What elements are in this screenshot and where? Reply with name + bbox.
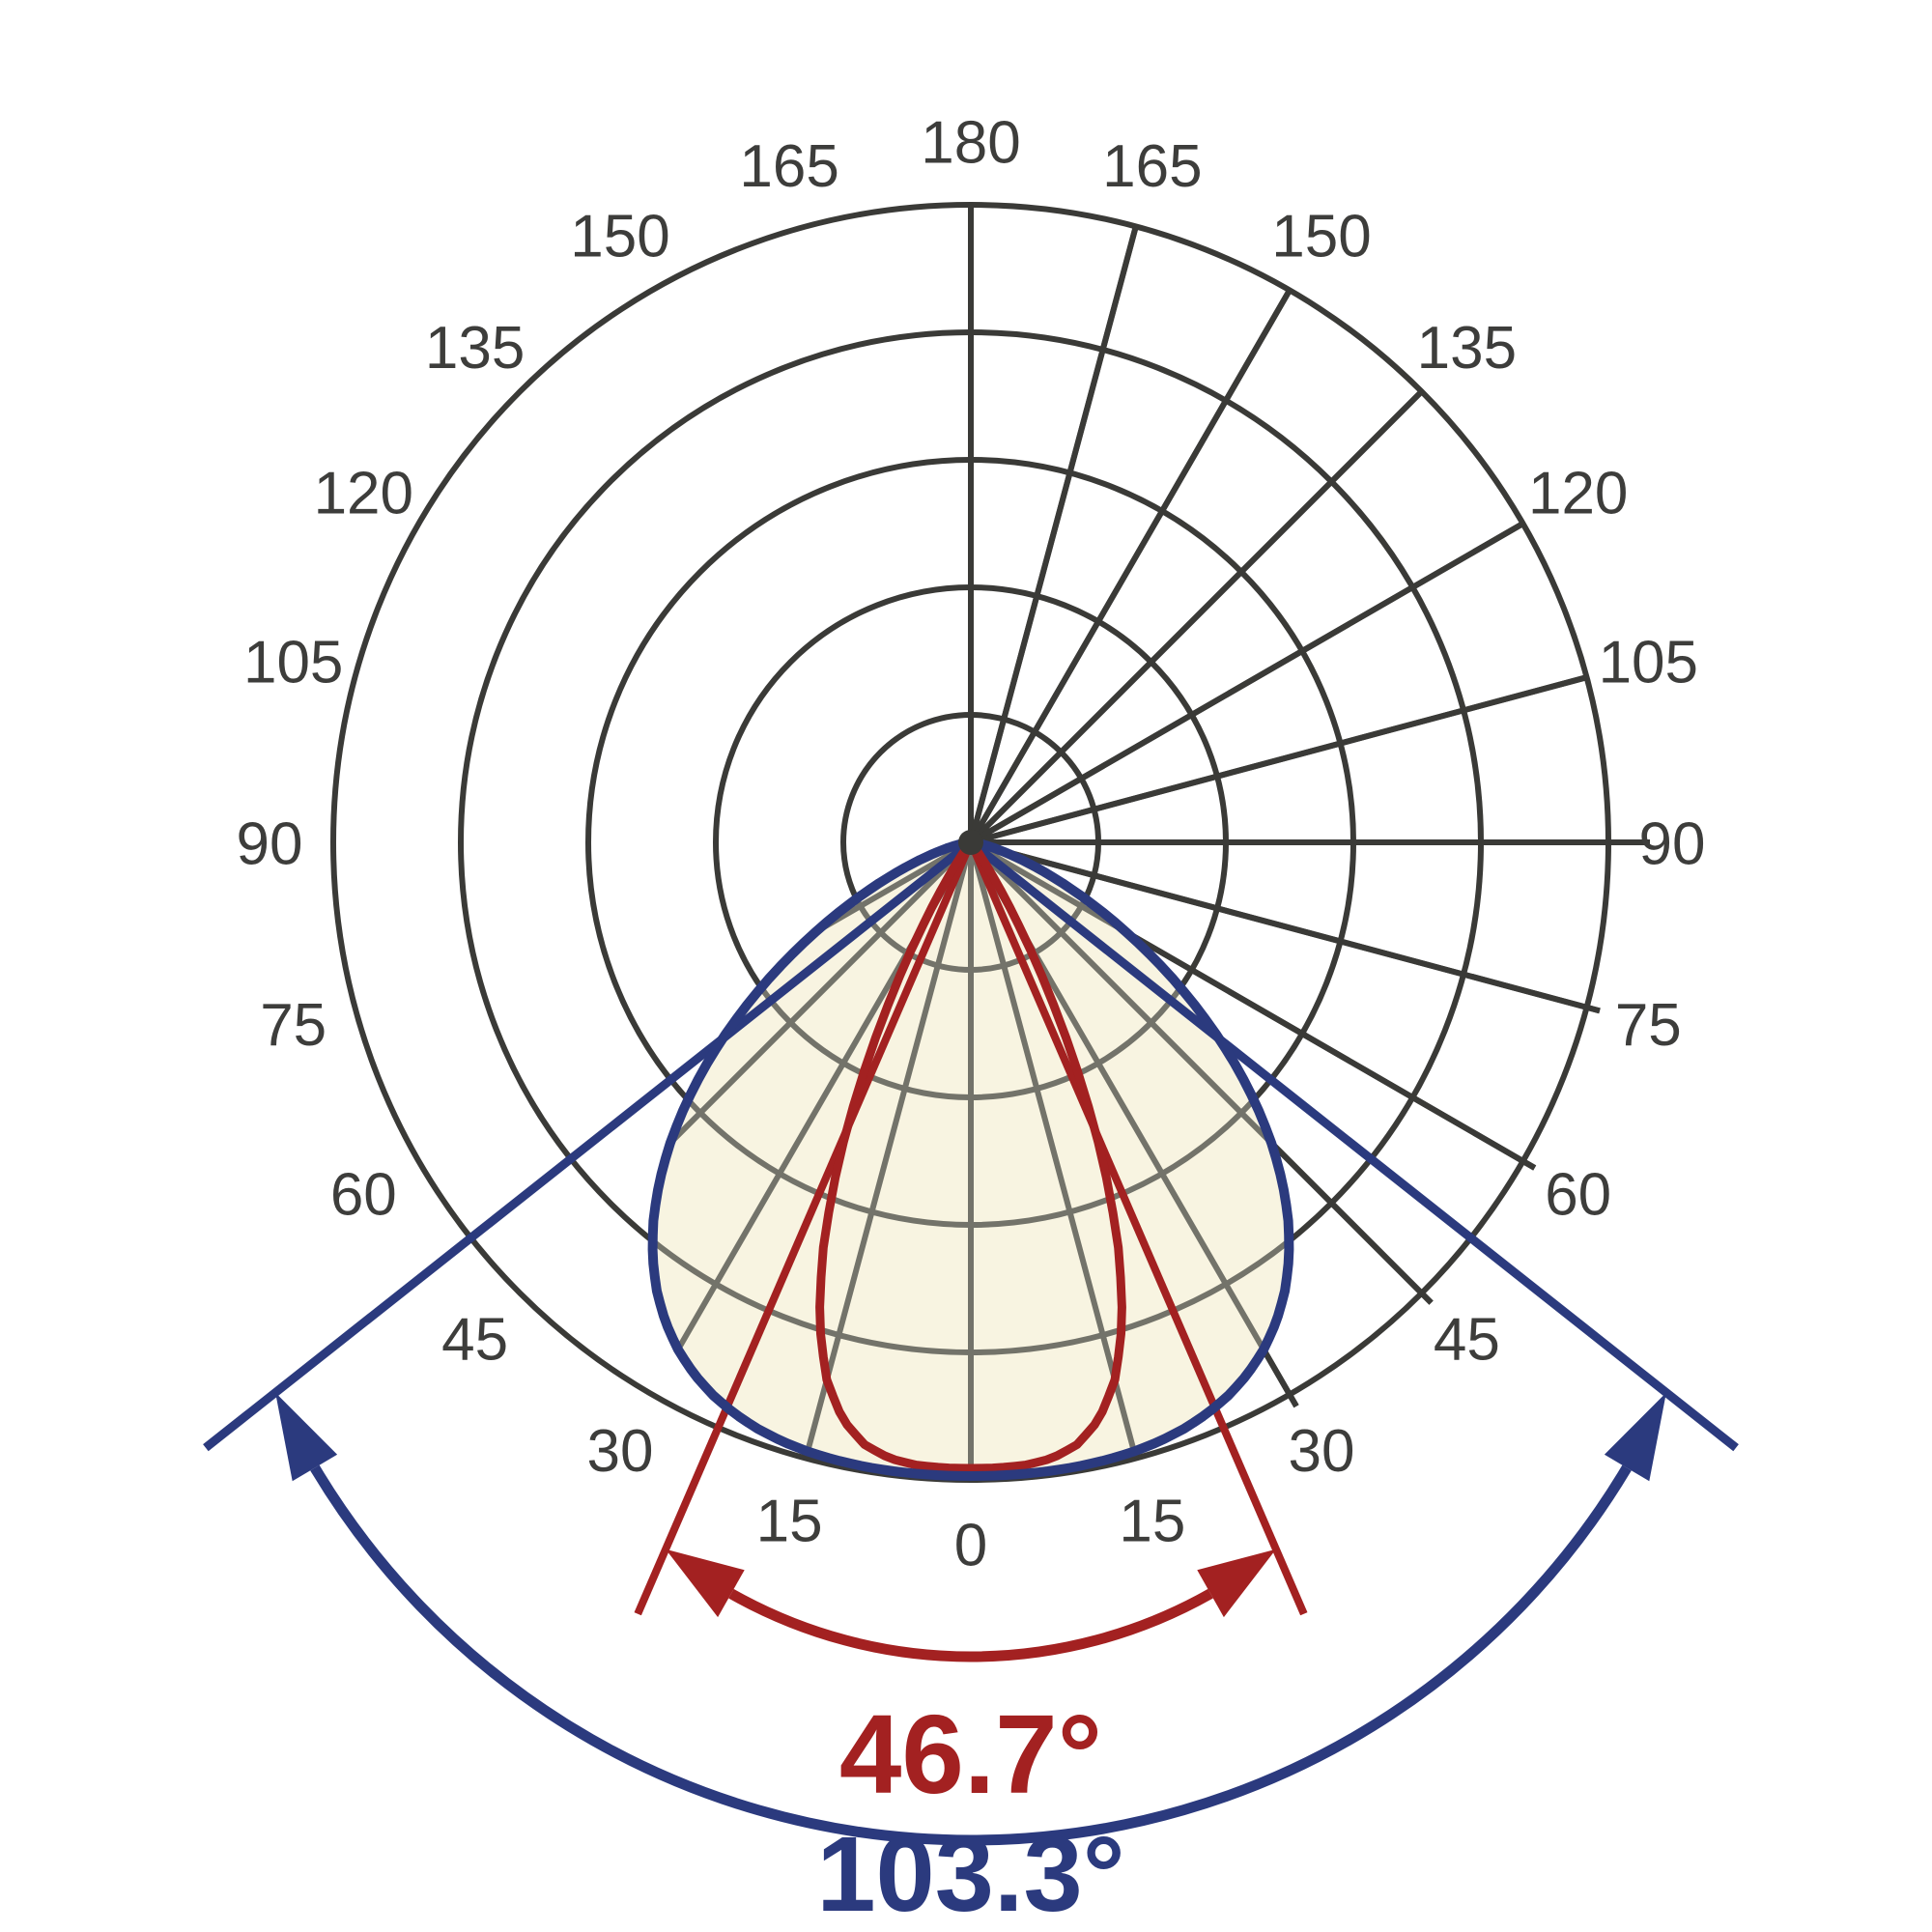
angle-label-30-left: 30 [587, 1418, 654, 1485]
angle-label-135-left: 135 [425, 315, 525, 382]
grid-spoke-240 [969, 521, 1525, 845]
angle-label-75-left: 75 [260, 992, 327, 1059]
wide-arc-arrowhead-left [275, 1392, 338, 1482]
angle-label-120-left: 120 [314, 460, 413, 526]
narrow-beam-curve [815, 838, 1126, 1473]
grid-spoke-255 [970, 674, 1588, 845]
wide-beam-ray-right [968, 838, 1739, 1452]
narrow-arc-arrowhead-right [1197, 1548, 1276, 1618]
angle-label-15-left: 15 [756, 1489, 823, 1555]
grid-spoke-infill-15 [968, 842, 1139, 1460]
narrow-beam-ray-left [634, 840, 975, 1616]
angle-label-60-right: 60 [1545, 1161, 1611, 1228]
angle-label-75-right: 75 [1615, 992, 1682, 1059]
angle-label-30-right: 30 [1289, 1418, 1355, 1485]
angle-label-60-left: 60 [330, 1161, 397, 1228]
beam-angle-rays [203, 838, 1739, 1616]
wide-beam-curve [647, 838, 1294, 1481]
wide-beam-ray-left [203, 838, 974, 1452]
angle-label-165-right: 165 [1102, 133, 1202, 200]
angle-label-120-right: 120 [1528, 460, 1628, 526]
grid-spoke-285 [970, 839, 1601, 1014]
intensity-curves [647, 838, 1294, 1481]
angle-label-150-left: 150 [570, 204, 669, 270]
angle-label-105-left: 105 [243, 629, 343, 696]
angle-label-45-right: 45 [1434, 1307, 1500, 1374]
angle-label-105-right: 105 [1599, 629, 1698, 696]
chart-center-dot [958, 830, 983, 855]
narrow-arc-arrowhead-left [666, 1548, 745, 1618]
angle-label-15-right: 15 [1119, 1489, 1185, 1555]
angle-label-180: 180 [921, 109, 1020, 176]
narrow-beam-arc [728, 1588, 1213, 1662]
narrow-beam-ray-right [967, 840, 1308, 1616]
wide-beam-angle-label: 103.3° [816, 1815, 1124, 1932]
grid-spoke-210 [968, 288, 1293, 844]
grid-spoke-infill--45 [652, 842, 974, 1295]
angle-tick-labels: 0 15 15 30 30 45 45 60 60 75 75 90 90 105 105 120 120 135… [237, 109, 1706, 1578]
beam-angle-arrow-arcs [275, 1392, 1666, 1846]
grid-spoke-infill-45 [968, 842, 1290, 1295]
grid-spoke-195 [968, 225, 1139, 843]
wide-beam-arc [310, 1464, 1632, 1846]
wide-arc-arrowhead-right [1604, 1392, 1666, 1482]
angle-label-135-right: 135 [1417, 315, 1517, 382]
grid-spoke-infill--15 [803, 842, 974, 1460]
angle-label-0: 0 [954, 1512, 987, 1578]
narrow-beam-angle-label: 46.7° [839, 1691, 1102, 1817]
angle-label-45-left: 45 [441, 1307, 508, 1374]
center-dot [958, 830, 983, 855]
angle-label-90-left: 90 [237, 810, 303, 877]
angle-label-90-right: 90 [1639, 810, 1706, 877]
angle-label-165-left: 165 [739, 133, 838, 200]
angle-label-150-right: 150 [1271, 204, 1371, 270]
grid-spoke-225 [968, 389, 1424, 845]
